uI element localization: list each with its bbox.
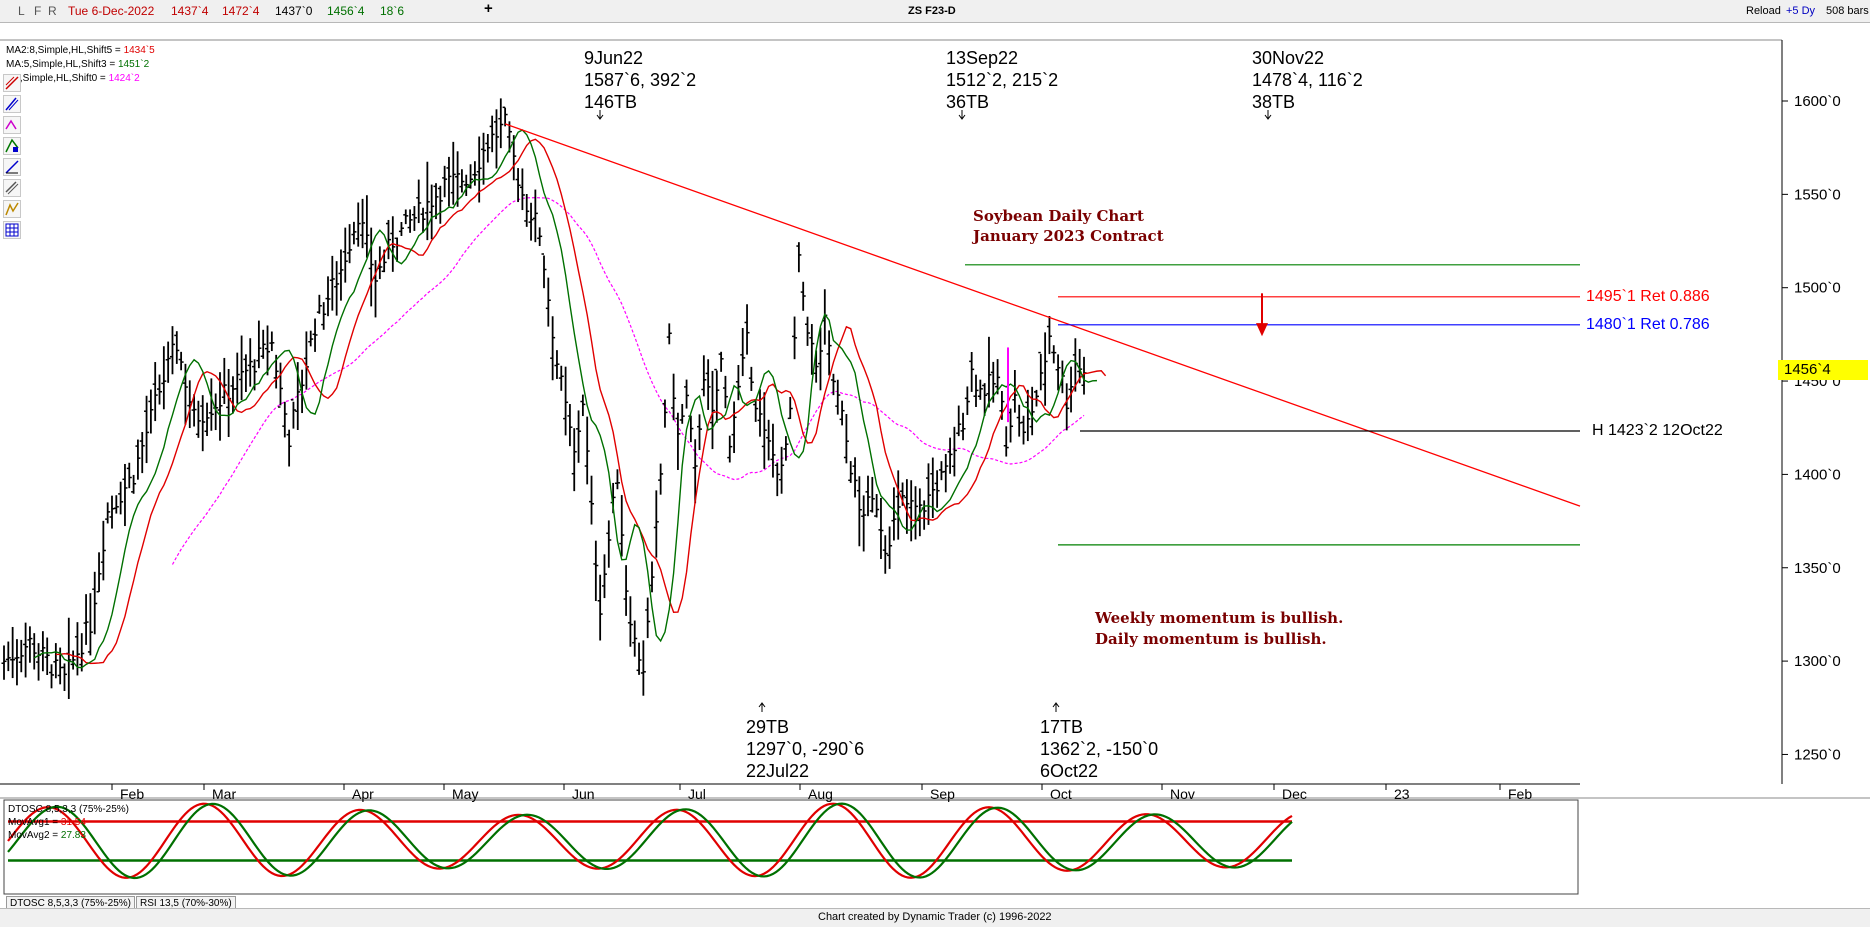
level-label-886: 1495`1 Ret 0.886 <box>1586 288 1710 305</box>
ma5-line <box>33 129 1097 669</box>
x-tick-label: Feb <box>120 786 144 802</box>
plus-icon[interactable]: + <box>484 0 493 17</box>
fib-r-icon[interactable] <box>3 179 21 197</box>
x-tick-label: Nov <box>1170 786 1195 802</box>
grid-icon[interactable] <box>3 221 21 239</box>
y-tick-label: 1300`0 <box>1794 653 1841 670</box>
x-tick-label: Mar <box>212 786 236 802</box>
level-label-786: 1480`1 Ret 0.786 <box>1586 316 1710 333</box>
pivot-arrow-head <box>958 114 966 120</box>
bar-change: 18`6 <box>380 4 405 18</box>
pivot-arrow-head <box>596 114 604 120</box>
chart-title: ZS F23-D <box>908 5 956 17</box>
legend-ma40: :40,Simple,HL,Shift0 = 1424`2 <box>6 73 140 84</box>
pivot-label-oct: 17TB 1362`2, -150`0 6Oct22 <box>1040 717 1159 781</box>
legend-ma5: MA:5,Simple,HL,Shift3 = 1451`2 <box>6 59 150 70</box>
y-tick-label: 1350`0 <box>1794 560 1841 577</box>
fib-ratio-icon[interactable] <box>3 158 21 176</box>
pivot-arrow-head <box>758 702 766 708</box>
pivot-label-jun: 9Jun22 1587`6, 392`2 146TB <box>584 48 697 112</box>
pitchfork-icon[interactable] <box>3 74 21 92</box>
top-toolbar: L F R Tue 6-Dec-2022 1437`4 1472`4 1437`… <box>0 0 1870 23</box>
x-tick-label: Feb <box>1508 786 1532 802</box>
osc-legend: DTOSC 8,5,3,3 (75%-25%) MovAvg1 = 31.54 … <box>8 803 129 842</box>
status-footer: Chart created by Dynamic Trader (c) 1996… <box>0 908 1870 927</box>
y-tick-label: 1600`0 <box>1794 93 1841 110</box>
footer-credit: Chart created by Dynamic Trader (c) 1996… <box>818 911 1052 923</box>
momentum-note: Weekly momentum is bullish. Daily moment… <box>1095 608 1343 650</box>
ma-legend: MA2:8,Simple,HL,Shift5 = 1434`5 MA:5,Sim… <box>6 44 155 86</box>
x-tick-label: Dec <box>1282 786 1307 802</box>
trendline <box>504 123 1581 507</box>
days-forward[interactable]: +5 Dy <box>1786 5 1816 17</box>
legend-ma8: MA2:8,Simple,HL,Shift5 = 1434`5 <box>6 45 155 56</box>
y-tick-label: 1550`0 <box>1794 186 1841 203</box>
tab-r[interactable]: R <box>48 4 57 18</box>
bar-count: 508 bars <box>1826 5 1869 17</box>
y-tick-label: 1500`0 <box>1794 280 1841 297</box>
x-tick-label: Apr <box>352 786 374 802</box>
pivot-label-jul: 29TB 1297`0, -290`6 22Jul22 <box>746 717 865 781</box>
bar-open: 1437`4 <box>171 4 209 18</box>
bar-date: Tue 6-Dec-2022 <box>68 4 155 18</box>
pivot-label-sep: 13Sep22 1512`2, 215`2 36TB <box>946 48 1059 112</box>
osc-mavg1: MovAvg1 = 31.54 <box>8 817 86 828</box>
annotation-line-2: January 2023 Contract <box>973 227 1164 245</box>
x-tick-label: Jul <box>688 786 706 802</box>
tab-l[interactable]: L <box>18 4 25 18</box>
x-tick-label: 23 <box>1394 786 1410 802</box>
osc-mavg1-line <box>7 802 1293 879</box>
ma40-line <box>171 196 1085 565</box>
reload-button[interactable]: Reload <box>1746 5 1781 17</box>
fib-p-icon[interactable] <box>3 95 21 113</box>
pivot-arrow-head <box>1052 702 1060 708</box>
y-tick-label: 1400`0 <box>1794 466 1841 483</box>
tab-f[interactable]: F <box>34 4 42 18</box>
fib-b-icon[interactable] <box>3 137 21 155</box>
y-tick-label: 1250`0 <box>1794 746 1841 763</box>
osc-title: DTOSC 8,5,3,3 (75%-25%) <box>8 804 129 815</box>
bar-low: 1437`0 <box>275 4 313 18</box>
osc-pane-border <box>3 799 1579 895</box>
red-arrow-head <box>1256 323 1268 337</box>
pivot-label-nov: 30Nov22 1478`4, 116`2 38TB <box>1252 48 1363 112</box>
bar-close: 1456`4 <box>327 4 365 18</box>
chart-annotation: Soybean Daily Chart January 2023 Contrac… <box>973 206 1164 246</box>
pivot-arrow-head <box>1264 114 1272 120</box>
bar-high: 1472`4 <box>222 4 260 18</box>
x-tick-label: May <box>452 786 478 802</box>
momentum-weekly: Weekly momentum is bullish. <box>1095 609 1344 627</box>
drawing-tool-palette <box>0 74 24 246</box>
x-tick-label: Sep <box>930 786 955 802</box>
osc-mavg2: MovAvg2 = 27.83 <box>8 830 86 841</box>
ma8-line <box>55 138 1107 665</box>
annotation-line-1: Soybean Daily Chart <box>973 207 1144 225</box>
fib-time-icon[interactable] <box>3 116 21 134</box>
osc-mavg2-line <box>7 802 1293 880</box>
current-price-box: 1456`4 <box>1778 360 1868 380</box>
fib-circle-icon[interactable] <box>3 200 21 218</box>
x-tick-label: Jun <box>572 786 595 802</box>
momentum-daily: Daily momentum is bullish. <box>1095 630 1327 648</box>
level-label-high: H 1423`2 12Oct22 <box>1592 422 1723 439</box>
x-tick-label: Oct <box>1050 786 1072 802</box>
x-tick-label: Aug <box>808 786 833 802</box>
